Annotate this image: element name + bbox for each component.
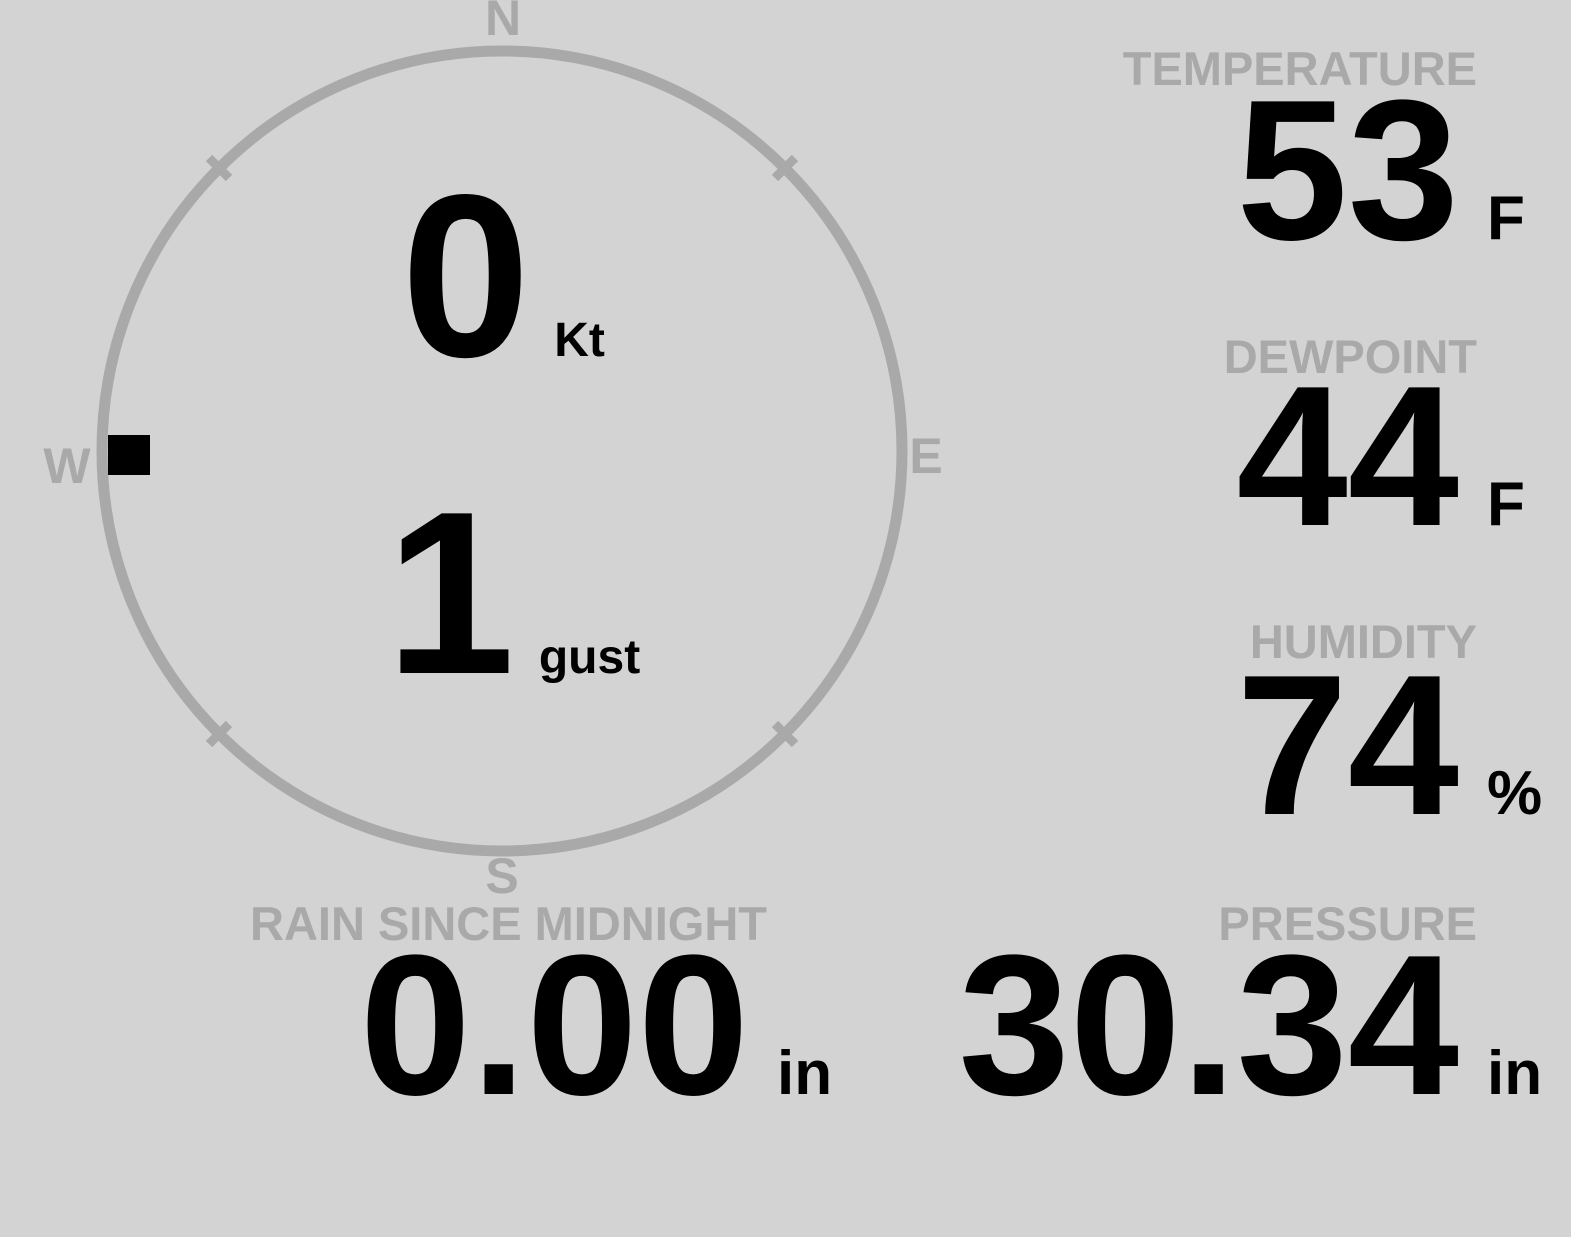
temperature-label: TEMPERATURE	[1122, 42, 1477, 95]
dewpoint-label: DEWPOINT	[1223, 330, 1477, 383]
compass-tick-se-icon	[771, 720, 799, 748]
rain-readout: 0.00 in	[360, 926, 835, 1126]
wind-gust-readout: 1 gust	[386, 478, 640, 710]
dewpoint-value: 44	[1236, 345, 1459, 568]
compass-cardinal-west: W	[43, 438, 91, 494]
rain-unit: in	[777, 1039, 833, 1108]
compass-cardinal-north: N	[484, 0, 522, 46]
wind-gust-unit: gust	[538, 631, 641, 684]
temperature-readout: 53 F	[1237, 71, 1545, 271]
pressure-value: 30.34	[958, 914, 1460, 1137]
humidity-unit: %	[1487, 759, 1543, 828]
pressure-label: PRESSURE	[1218, 897, 1477, 950]
wind-speed-readout: 0 Kt	[401, 161, 605, 393]
pressure-unit: in	[1487, 1039, 1543, 1108]
rain-value: 0.00	[359, 914, 749, 1137]
compass-cardinal-east: E	[909, 428, 943, 484]
dewpoint-readout: 44 F	[1237, 357, 1545, 557]
compass-tick-sw-icon	[205, 720, 233, 748]
temperature-unit: F	[1487, 184, 1525, 253]
wind-gust-value: 1	[385, 464, 515, 723]
compass-cardinal-south: S	[485, 848, 519, 904]
dewpoint-unit: F	[1487, 470, 1525, 539]
humidity-label: HUMIDITY	[1249, 615, 1477, 668]
wind-speed-unit: Kt	[554, 314, 605, 367]
compass-ticks	[205, 154, 799, 748]
humidity-value: 74	[1236, 634, 1459, 857]
temperature-value: 53	[1236, 59, 1459, 282]
pressure-readout: 30.34 in	[959, 926, 1546, 1126]
humidity-readout: 74%	[1237, 646, 1545, 846]
compass-circle	[96, 45, 908, 857]
compass-tick-nw-icon	[205, 154, 233, 182]
compass-tick-ne-icon	[771, 154, 799, 182]
wind-speed-value: 0	[401, 147, 531, 406]
wind-direction-marker	[108, 435, 150, 475]
wind-compass	[96, 45, 908, 857]
rain-label: RAIN SINCE MIDNIGHT	[250, 897, 767, 950]
